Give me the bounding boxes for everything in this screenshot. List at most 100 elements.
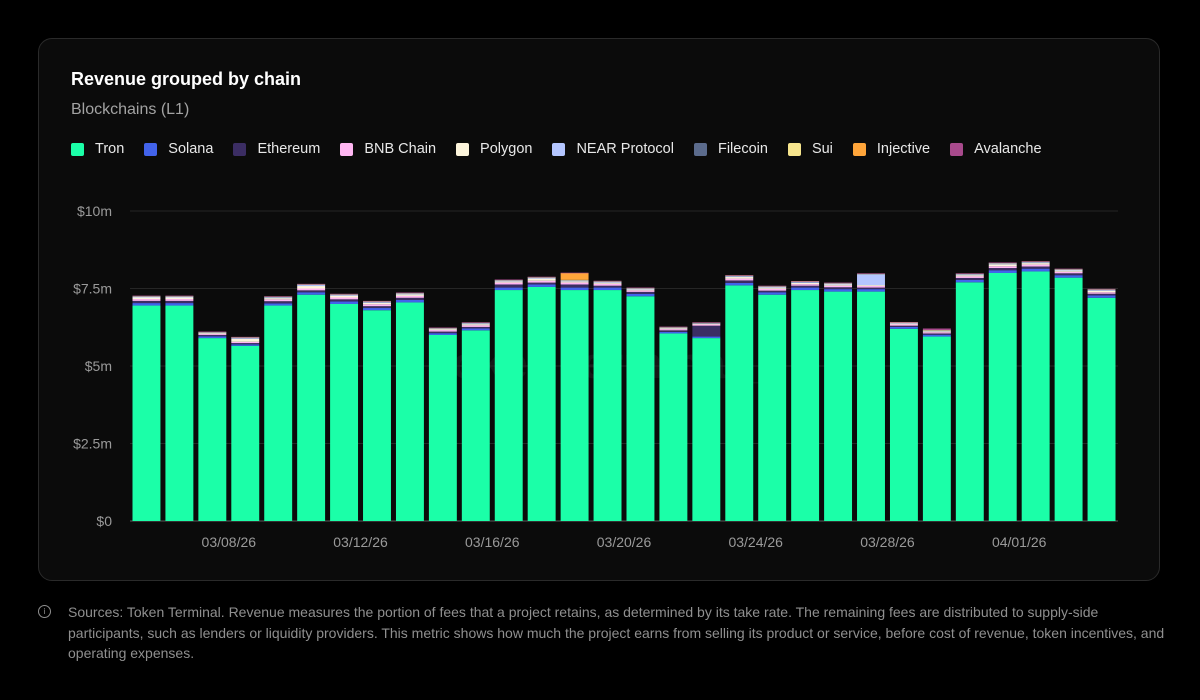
bar-segment-polygon[interactable] [363, 302, 391, 305]
bar-segment-solana[interactable] [1021, 268, 1050, 272]
bar-segment-filecoin[interactable] [363, 301, 391, 303]
bar-segment-tron[interactable] [758, 294, 787, 521]
bar-segment-tron[interactable] [857, 291, 885, 521]
bar-03/10/26[interactable] [297, 283, 326, 521]
bar-segment-ethereum[interactable] [461, 326, 490, 329]
bar-segment-avalanche[interactable] [1054, 268, 1083, 270]
bar-03/15/26[interactable] [461, 322, 490, 521]
bar-segment-solana[interactable] [264, 303, 293, 306]
bar-segment-filecoin[interactable] [461, 322, 490, 324]
legend-item-solana[interactable]: Solana [144, 141, 213, 157]
bar-segment-solana[interactable] [988, 270, 1017, 273]
bar-segment-bnb-chain[interactable] [955, 276, 984, 278]
bar-segment-sui[interactable] [494, 279, 523, 281]
bar-segment-polygon[interactable] [857, 285, 885, 287]
bar-03/19/26[interactable] [593, 280, 622, 521]
bar-segment-solana[interactable] [1087, 295, 1116, 298]
bar-segment-polygon[interactable] [198, 333, 227, 335]
bar-segment-ethereum[interactable] [165, 300, 194, 304]
bar-segment-injective[interactable] [560, 273, 589, 280]
bar-segment-near-protocol[interactable] [165, 296, 194, 298]
bar-segment-bnb-chain[interactable] [857, 286, 885, 288]
legend-item-bnb-chain[interactable]: BNB Chain [340, 141, 436, 157]
legend-item-avalanche[interactable]: Avalanche [950, 141, 1042, 157]
bar-segment-sui[interactable] [659, 326, 688, 328]
bar-segment-avalanche[interactable] [264, 296, 293, 297]
bar-segment-ethereum[interactable] [1087, 293, 1116, 296]
bar-03/22/26[interactable] [692, 322, 721, 521]
bar-segment-polygon[interactable] [1021, 263, 1050, 265]
bar-segment-near-protocol[interactable] [1087, 289, 1116, 291]
bar-segment-tron[interactable] [527, 286, 556, 521]
bar-03/23/26[interactable] [725, 275, 754, 521]
bar-segment-sui[interactable] [955, 273, 984, 275]
bar-segment-near-protocol[interactable] [857, 274, 885, 286]
bar-segment-sui[interactable] [461, 322, 490, 324]
bar-segment-tron[interactable] [1087, 297, 1116, 521]
bar-segment-polygon[interactable] [494, 281, 523, 283]
bar-segment-ethereum[interactable] [889, 325, 918, 327]
bar-segment-avalanche[interactable] [330, 293, 359, 295]
bar-segment-polygon[interactable] [955, 275, 984, 277]
bar-segment-ethereum[interactable] [264, 301, 293, 304]
bar-03/16/26[interactable] [494, 279, 523, 521]
bar-segment-tron[interactable] [659, 333, 688, 521]
bar-segment-filecoin[interactable] [330, 294, 359, 295]
bar-segment-near-protocol[interactable] [626, 288, 655, 290]
bar-segment-avalanche[interactable] [758, 285, 787, 287]
bar-segment-ethereum[interactable] [791, 285, 820, 288]
bar-segment-filecoin[interactable] [955, 273, 984, 275]
bar-segment-near-protocol[interactable] [560, 280, 589, 282]
bar-segment-avalanche[interactable] [363, 300, 391, 302]
bar-segment-tron[interactable] [988, 273, 1017, 521]
bar-segment-solana[interactable] [955, 279, 984, 283]
bar-segment-tron[interactable] [198, 338, 227, 521]
bar-segment-avalanche[interactable] [1087, 288, 1116, 290]
bar-segment-polygon[interactable] [659, 328, 688, 330]
bar-segment-tron[interactable] [428, 335, 457, 521]
bar-segment-avalanche[interactable] [857, 273, 885, 274]
bar-segment-near-protocol[interactable] [593, 281, 622, 283]
bar-segment-avalanche[interactable] [725, 275, 754, 276]
bar-segment-filecoin[interactable] [626, 288, 655, 289]
bar-segment-sui[interactable] [428, 327, 457, 329]
bar-segment-solana[interactable] [527, 284, 556, 287]
bar-segment-polygon[interactable] [889, 323, 918, 325]
bar-segment-avalanche[interactable] [395, 292, 424, 294]
bar-segment-near-protocol[interactable] [231, 337, 260, 339]
bar-segment-solana[interactable] [198, 336, 227, 339]
legend-item-polygon[interactable]: Polygon [456, 141, 532, 157]
bar-segment-solana[interactable] [395, 299, 424, 303]
bar-segment-bnb-chain[interactable] [560, 282, 589, 285]
bar-segment-tron[interactable] [395, 302, 424, 521]
bar-segment-sui[interactable] [330, 294, 359, 295]
bar-segment-tron[interactable] [297, 294, 326, 521]
bar-segment-polygon[interactable] [1087, 290, 1116, 293]
bar-segment-filecoin[interactable] [1054, 269, 1083, 270]
bar-04/02/26[interactable] [1054, 268, 1083, 521]
bar-segment-polygon[interactable] [1054, 270, 1083, 272]
bar-segment-bnb-chain[interactable] [692, 324, 721, 326]
bar-03/06/26[interactable] [165, 295, 194, 521]
bar-segment-filecoin[interactable] [1087, 289, 1116, 291]
bar-segment-polygon[interactable] [264, 298, 293, 300]
bar-segment-filecoin[interactable] [494, 280, 523, 281]
bar-segment-tron[interactable] [922, 336, 951, 521]
bar-segment-sui[interactable] [297, 284, 326, 285]
bar-segment-tron[interactable] [889, 328, 918, 521]
bar-03/11/26[interactable] [330, 293, 359, 521]
bar-segment-near-protocol[interactable] [725, 276, 754, 278]
bar-segment-filecoin[interactable] [560, 280, 589, 281]
bar-segment-sui[interactable] [725, 275, 754, 277]
bar-segment-avalanche[interactable] [198, 331, 227, 333]
bar-segment-near-protocol[interactable] [428, 328, 457, 330]
bar-segment-avalanche[interactable] [231, 336, 260, 338]
bar-segment-filecoin[interactable] [889, 322, 918, 324]
bar-segment-near-protocol[interactable] [824, 283, 853, 285]
bar-03/20/26[interactable] [626, 287, 655, 521]
bar-segment-filecoin[interactable] [922, 330, 951, 331]
bar-segment-near-protocol[interactable] [264, 297, 293, 299]
bar-segment-ethereum[interactable] [132, 300, 161, 304]
bar-segment-polygon[interactable] [330, 295, 359, 298]
bar-segment-bnb-chain[interactable] [297, 288, 326, 291]
